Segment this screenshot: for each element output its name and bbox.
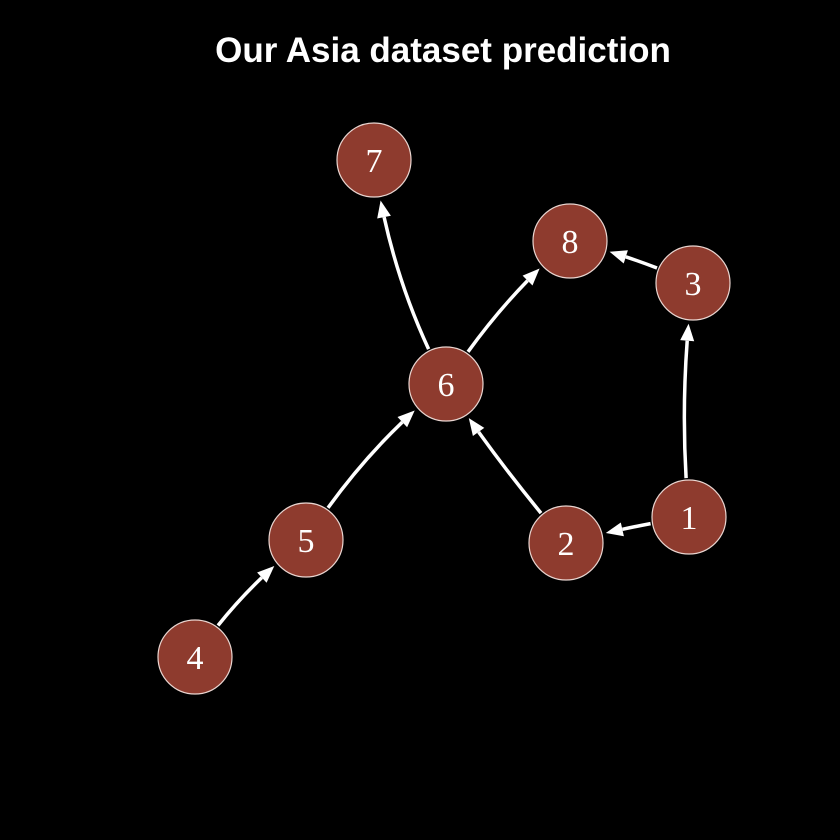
node-label: 8 [562,224,579,261]
edge-3-to-8 [609,250,658,270]
node-label: 1 [681,500,698,537]
diagram-title: Our Asia dataset prediction [215,31,671,70]
arrowhead-icon [257,566,275,583]
node-7: 7 [336,122,412,198]
node-circle [651,479,727,555]
node-circle [408,346,484,422]
arrowhead-icon [468,418,485,436]
edge-line [477,430,543,515]
arrowhead-icon [680,323,695,342]
arrowhead-icon [609,250,628,264]
node-circle [268,502,344,578]
node-6: 6 [408,346,484,422]
edge-line [622,521,651,532]
node-4: 4 [157,619,233,695]
node-label: 5 [298,523,315,560]
edge-line [682,340,689,479]
edge-6-to-7 [377,200,431,350]
node-8: 8 [532,203,608,279]
arrowhead-icon [377,200,391,219]
node-1: 1 [651,479,727,555]
edge-line [326,420,404,509]
edge-line [466,279,529,353]
arrowhead-icon [397,410,415,428]
edge-line [216,576,264,627]
node-2: 2 [528,505,604,581]
node-label: 4 [187,640,204,677]
node-circle [157,619,233,695]
edges-layer [216,200,695,627]
edge-1-to-3 [680,323,695,479]
node-circle [655,245,731,321]
edge-line [382,216,431,350]
node-circle [336,122,412,198]
node-label: 3 [685,266,702,303]
arrowhead-icon [605,522,624,537]
node-5: 5 [268,502,344,578]
node-label: 7 [366,143,383,180]
node-label: 6 [438,367,455,404]
node-label: 2 [558,526,575,563]
edge-4-to-5 [216,566,275,627]
node-circle [528,505,604,581]
edge-5-to-6 [326,410,415,509]
node-3: 3 [655,245,731,321]
edge-2-to-6 [468,418,543,515]
arrowhead-icon [522,268,540,286]
node-circle [532,203,608,279]
edge-line [625,255,658,270]
nodes-layer: 1 2 3 4 5 6 7 8 [157,122,731,695]
edge-1-to-2 [605,521,651,537]
edge-6-to-8 [466,268,540,353]
